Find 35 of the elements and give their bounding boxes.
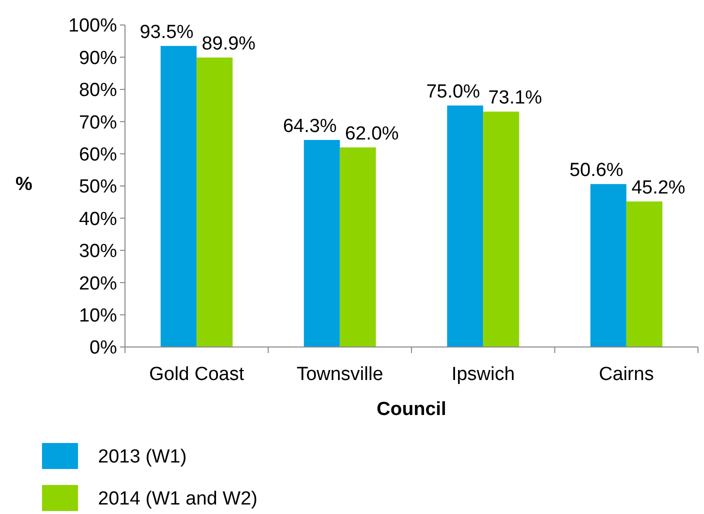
data-label: 89.9% [202,34,256,55]
bar [447,106,484,347]
y-axis-title: % [16,174,33,195]
x-tick-label: Cairns [598,364,654,385]
y-tick-label: 60% [78,144,118,166]
data-label: 62.0% [344,123,399,144]
bar [483,112,520,347]
data-label: 45.2% [631,177,686,198]
y-tick-label: 50% [78,176,118,198]
y-tick-label: 40% [78,208,118,230]
y-tick-label: 80% [78,80,118,102]
data-label: 64.3% [282,116,337,137]
legend-label: 2014 (W1 and W2) [98,488,258,510]
y-tick-label: 90% [78,48,118,69]
bar [590,184,626,347]
data-label: 75.0% [426,82,480,102]
bar [304,140,340,347]
bar [196,58,233,347]
x-axis-title: Council [376,399,446,420]
y-tick-label: 10% [78,305,118,326]
bar [340,147,376,347]
x-tick-label: Gold Coast [149,364,245,385]
y-tick-label: 100% [68,16,118,37]
bar [160,46,197,347]
y-tick-label: 20% [78,273,118,294]
x-tick-label: Townsville [296,364,384,385]
x-tick-label: Ipswich [451,364,515,385]
data-label: 93.5% [140,22,194,43]
y-tick-label: 30% [78,241,118,262]
legend-label: 2013 (W1) [98,446,187,468]
bar [626,201,662,347]
y-tick-label: 70% [78,112,118,134]
y-tick-label: 0% [90,338,118,359]
data-label: 50.6% [569,160,624,182]
data-label: 73.1% [488,88,542,109]
